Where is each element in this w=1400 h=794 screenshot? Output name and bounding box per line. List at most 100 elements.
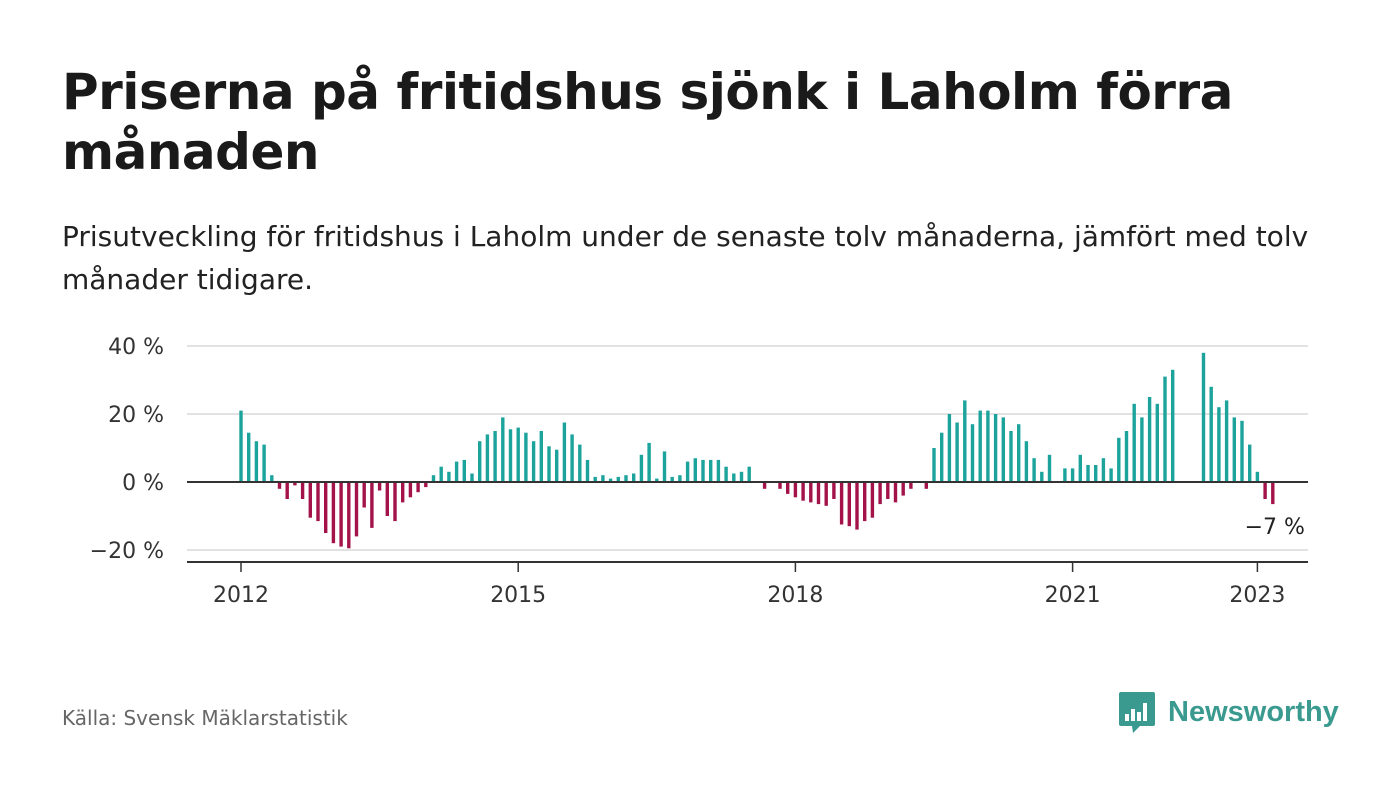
bar — [1271, 482, 1275, 505]
bar — [1201, 352, 1206, 482]
bar — [624, 475, 628, 482]
y-tick-label: 0 % — [122, 471, 164, 496]
chart-subtitle: Prisutveckling för fritidshus i Laholm u… — [62, 220, 1309, 296]
bar — [393, 482, 397, 522]
bar — [339, 482, 343, 547]
bar — [670, 476, 674, 482]
bar — [1078, 454, 1082, 482]
bar — [816, 482, 821, 505]
bar — [1248, 444, 1252, 482]
bar — [678, 475, 682, 482]
bar — [524, 432, 528, 482]
bar — [277, 482, 282, 489]
x-tick-label: 2021 — [1045, 583, 1101, 608]
bar — [947, 414, 952, 482]
bar — [547, 446, 551, 482]
bar — [485, 434, 490, 482]
bar — [439, 466, 443, 482]
bar — [239, 410, 243, 482]
newsworthy-logo-icon — [1119, 692, 1155, 733]
bar — [986, 410, 990, 482]
bar — [578, 444, 582, 482]
bar — [963, 400, 967, 482]
bar — [1263, 482, 1267, 499]
bar — [316, 482, 320, 522]
bar — [632, 473, 636, 482]
bar — [324, 482, 328, 533]
bar — [539, 431, 543, 482]
bar — [878, 482, 882, 505]
bar — [354, 482, 359, 537]
bar — [839, 482, 844, 525]
bar — [739, 471, 744, 482]
chart-title: Priserna på fritidshus sjönk i Laholm fö… — [62, 63, 1233, 181]
bar — [424, 482, 428, 488]
bar — [1224, 400, 1229, 482]
bar — [909, 482, 913, 489]
bar — [401, 482, 405, 503]
bar — [1124, 431, 1129, 482]
bar — [932, 448, 936, 482]
bar — [1132, 403, 1136, 482]
x-tick-label: 2018 — [767, 583, 823, 608]
bar — [247, 432, 251, 482]
x-tick-label: 2015 — [490, 583, 546, 608]
bar — [601, 475, 605, 482]
bar — [762, 482, 767, 489]
axes — [187, 481, 1308, 572]
bars — [239, 352, 1275, 549]
bar — [801, 482, 805, 501]
bar — [1001, 417, 1005, 482]
bar — [300, 482, 305, 499]
bar — [1101, 458, 1106, 482]
bar — [724, 466, 728, 482]
bar — [647, 442, 651, 482]
bar — [462, 459, 466, 482]
bar — [886, 482, 890, 499]
bar — [955, 422, 959, 482]
bar — [416, 482, 420, 493]
bar — [293, 482, 297, 486]
bar — [285, 482, 289, 499]
bar — [924, 482, 928, 489]
bar — [616, 476, 620, 482]
bar — [970, 424, 975, 482]
bar — [940, 432, 944, 482]
y-tick-label: 40 % — [108, 335, 164, 360]
bar — [901, 482, 905, 496]
bar — [824, 482, 828, 506]
bar — [508, 429, 513, 482]
bar — [1040, 471, 1044, 482]
bar — [893, 482, 898, 503]
bar — [331, 482, 336, 544]
bar — [747, 466, 751, 482]
bar — [639, 454, 644, 482]
bar — [262, 444, 266, 482]
bar — [254, 441, 259, 482]
bar — [1240, 420, 1244, 482]
bar — [1163, 376, 1167, 482]
bar — [662, 451, 667, 482]
bar — [454, 461, 459, 482]
bar — [516, 427, 520, 482]
bar — [447, 471, 451, 482]
bar — [1255, 471, 1260, 482]
bar — [1209, 386, 1213, 482]
bar — [1063, 468, 1067, 482]
bar — [1147, 397, 1152, 482]
bar — [1070, 468, 1075, 482]
bar — [1024, 441, 1029, 482]
bar — [562, 422, 567, 482]
bar — [1047, 454, 1052, 482]
bar — [793, 482, 798, 498]
labels: 40 % 20 % 0 % −20 % 2012 2015 2018 2021 2023 −7 % — [90, 335, 1305, 608]
bar — [585, 459, 590, 482]
bar — [786, 482, 790, 494]
bar — [1155, 403, 1159, 482]
bar — [308, 482, 312, 518]
bar — [347, 482, 351, 549]
last-value-label: −7 % — [1245, 515, 1305, 540]
bar — [701, 459, 705, 482]
bar — [570, 434, 574, 482]
bar — [501, 417, 505, 482]
